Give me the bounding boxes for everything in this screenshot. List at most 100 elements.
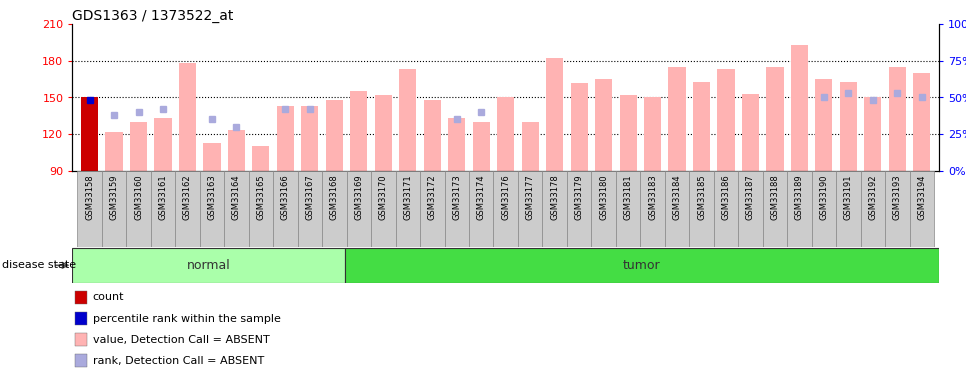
Text: GSM33190: GSM33190	[819, 174, 829, 220]
Text: GSM33172: GSM33172	[428, 174, 437, 220]
Text: count: count	[93, 292, 125, 302]
Bar	[787, 171, 811, 248]
Bar	[619, 95, 637, 171]
Text: GSM33170: GSM33170	[379, 174, 387, 220]
Bar	[155, 118, 172, 171]
Text: GSM33179: GSM33179	[575, 174, 583, 220]
Text: GSM33193: GSM33193	[893, 174, 902, 220]
Bar	[738, 171, 763, 248]
Text: GSM33161: GSM33161	[158, 174, 167, 220]
Bar	[395, 171, 420, 248]
Text: GSM33159: GSM33159	[109, 174, 119, 220]
Text: GSM33164: GSM33164	[232, 174, 241, 220]
Text: GSM33162: GSM33162	[183, 174, 192, 220]
Bar	[326, 100, 343, 171]
Bar	[742, 94, 759, 171]
Text: GSM33171: GSM33171	[403, 174, 412, 220]
Bar	[668, 67, 686, 171]
Bar	[127, 171, 151, 248]
Text: rank, Detection Call = ABSENT: rank, Detection Call = ABSENT	[93, 356, 264, 366]
Bar	[865, 98, 881, 171]
Text: GSM33160: GSM33160	[134, 174, 143, 220]
Bar	[81, 98, 99, 171]
Bar	[693, 82, 710, 171]
Bar	[522, 122, 539, 171]
Text: GSM33192: GSM33192	[868, 174, 877, 220]
Text: GSM33191: GSM33191	[844, 174, 853, 220]
Bar	[644, 98, 661, 171]
Text: GSM33194: GSM33194	[918, 174, 926, 220]
Bar	[815, 79, 833, 171]
Text: GSM33166: GSM33166	[281, 174, 290, 220]
Text: percentile rank within the sample: percentile rank within the sample	[93, 314, 280, 324]
Bar	[595, 79, 612, 171]
Text: GSM33176: GSM33176	[501, 174, 510, 220]
Bar	[494, 171, 518, 248]
Bar	[766, 67, 783, 171]
Bar	[175, 171, 200, 248]
Bar	[75, 291, 87, 304]
Bar	[351, 92, 367, 171]
Text: GSM33165: GSM33165	[256, 174, 266, 220]
Bar	[301, 106, 319, 171]
Bar	[571, 83, 587, 171]
Text: tumor: tumor	[623, 259, 661, 272]
Bar	[298, 171, 322, 248]
Bar	[347, 171, 371, 248]
Text: GSM33181: GSM33181	[624, 174, 633, 220]
Text: GSM33185: GSM33185	[697, 174, 706, 220]
Bar	[72, 248, 345, 283]
Bar	[420, 171, 444, 248]
Text: GSM33186: GSM33186	[722, 174, 730, 220]
Bar	[690, 171, 714, 248]
Bar	[714, 171, 738, 248]
Text: GSM33169: GSM33169	[355, 174, 363, 220]
Text: GSM33187: GSM33187	[746, 174, 755, 220]
Bar	[345, 248, 939, 283]
Text: GSM33178: GSM33178	[551, 174, 559, 220]
Bar	[424, 100, 440, 171]
Text: GSM33188: GSM33188	[771, 174, 780, 220]
Bar	[204, 142, 220, 171]
Bar	[130, 122, 147, 171]
Bar	[101, 171, 127, 248]
Bar	[910, 171, 934, 248]
Bar	[591, 171, 616, 248]
Bar	[371, 171, 395, 248]
Bar	[248, 171, 273, 248]
Bar	[151, 171, 175, 248]
Bar	[75, 312, 87, 325]
Text: GSM33180: GSM33180	[599, 174, 609, 220]
Text: GSM33163: GSM33163	[208, 174, 216, 220]
Bar	[913, 73, 930, 171]
Text: GSM33168: GSM33168	[329, 174, 339, 220]
Bar	[252, 146, 270, 171]
Bar	[75, 354, 87, 368]
Bar	[472, 122, 490, 171]
Bar	[469, 171, 494, 248]
Bar	[399, 69, 416, 171]
Bar	[546, 58, 563, 171]
Text: GSM33177: GSM33177	[526, 174, 534, 220]
Bar	[837, 171, 861, 248]
Bar	[448, 118, 466, 171]
Text: GSM33183: GSM33183	[648, 174, 657, 220]
Bar	[200, 171, 224, 248]
Text: GSM33174: GSM33174	[477, 174, 486, 220]
Text: GDS1363 / 1373522_at: GDS1363 / 1373522_at	[72, 9, 234, 23]
Text: GSM33189: GSM33189	[795, 174, 804, 220]
Bar	[444, 171, 469, 248]
Text: disease state: disease state	[2, 260, 76, 270]
Bar	[640, 171, 665, 248]
Bar	[791, 45, 808, 171]
Text: value, Detection Call = ABSENT: value, Detection Call = ABSENT	[93, 334, 270, 345]
Bar	[75, 333, 87, 346]
Bar	[224, 171, 248, 248]
Bar	[179, 63, 196, 171]
Bar	[322, 171, 347, 248]
Bar	[665, 171, 690, 248]
Bar	[861, 171, 885, 248]
Text: normal: normal	[186, 259, 231, 272]
Bar	[811, 171, 837, 248]
Bar	[105, 132, 123, 171]
